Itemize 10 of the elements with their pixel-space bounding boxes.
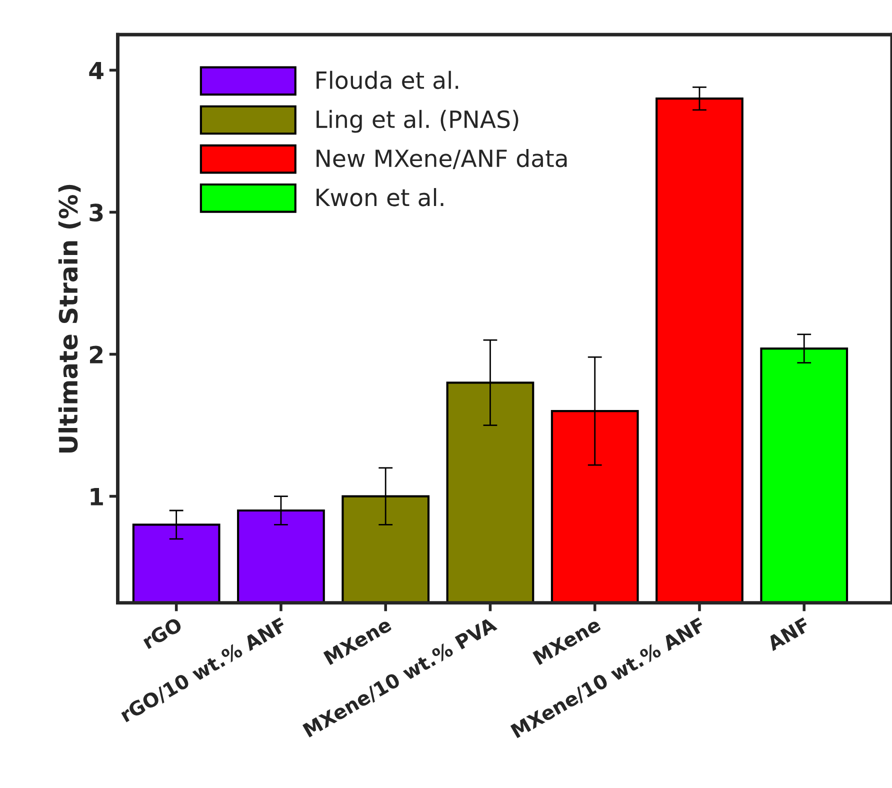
legend-label: Kwon et al. — [316, 188, 444, 206]
legend-label: Ling et al. (PNAS) — [316, 110, 518, 133]
y-tick-label: 1 — [90, 488, 103, 506]
y-tick-label: 4 — [89, 62, 104, 80]
y-tick-label: 2 — [90, 346, 102, 364]
y-tick-label: 3 — [90, 204, 103, 222]
x-tick-label: rGO — [141, 616, 184, 650]
legend-label: Flouda et al. — [316, 70, 458, 90]
y-axis-title: Ultimate Strain (%) — [58, 184, 81, 452]
legend-label: New MXene/ANF data — [316, 148, 567, 170]
